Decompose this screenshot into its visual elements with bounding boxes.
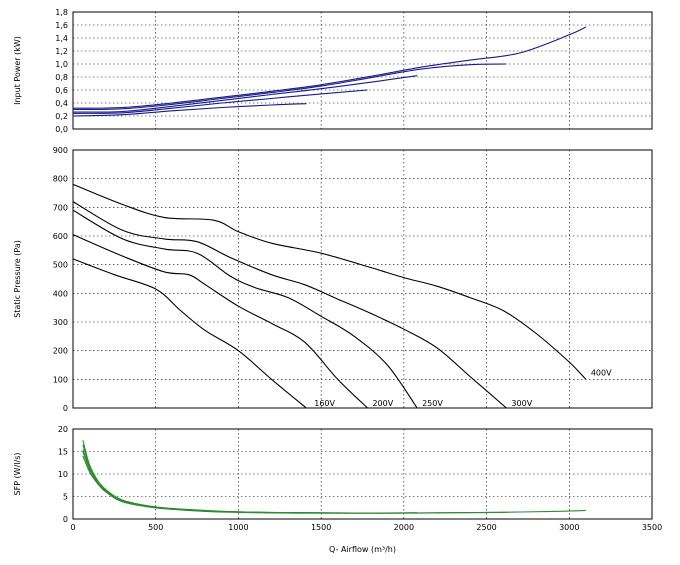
y-tick-label: 10: [58, 470, 68, 479]
series-line: [72, 201, 507, 409]
series-line: [72, 209, 418, 409]
y-tick-label: 600: [53, 232, 68, 241]
y-tick-label: 0,6: [55, 86, 68, 95]
series-label: 160V: [314, 399, 335, 408]
y-tick-label: 1,4: [55, 34, 68, 43]
y-tick-label: 0,8: [55, 73, 68, 82]
series-line: [82, 455, 586, 514]
y-tick-label: 200: [53, 347, 68, 356]
series-line: [72, 183, 587, 380]
series-line: [72, 75, 418, 113]
x-tick-label: 3500: [642, 523, 662, 532]
x-tick-label: 1500: [311, 523, 331, 532]
static-pressure-panel: 0 100 200 300 400 500 600 700 800 900 Static Press…: [13, 146, 653, 413]
series-label: 400V: [591, 368, 612, 377]
x-tick-label: 3000: [559, 523, 579, 532]
y-tick-label: 15: [58, 448, 68, 457]
series-line: [72, 89, 368, 114]
x-tick-label: 2000: [394, 523, 414, 532]
plot-frame: [72, 149, 653, 409]
y-axis-label: Input Power (kW): [13, 36, 22, 105]
series-line: [72, 103, 307, 117]
series-label: 300V: [511, 399, 532, 408]
y-tick-label: 20: [58, 425, 68, 434]
x-tick-label: 2500: [476, 523, 496, 532]
y-tick-label: 0: [63, 404, 68, 413]
y-tick-label: 0: [63, 515, 68, 524]
series-line: [82, 451, 507, 514]
y-tick-label: 1,0: [55, 60, 68, 69]
x-axis-label: Q- Airflow (m³/h): [329, 545, 396, 554]
y-tick-label: 1,2: [55, 47, 68, 56]
x-tick-label: 500: [148, 523, 163, 532]
y-tick-label: 1,6: [55, 21, 68, 30]
y-tick-label: 0,4: [55, 99, 68, 108]
y-tick-label: 800: [53, 175, 68, 184]
y-tick-label: 900: [53, 146, 68, 155]
series-line: [72, 258, 307, 409]
y-tick-label: 0,2: [55, 112, 68, 121]
x-tick-label: 1000: [228, 523, 248, 532]
plot-frame: [72, 428, 653, 520]
y-tick-label: 700: [53, 203, 68, 212]
series-line: [72, 63, 507, 111]
series-line: [82, 440, 307, 514]
input-power-panel: 0,0 0,2 0,4 0,6 0,8 1,0 1,2 1,4 1,6 1,8 Input Powe…: [13, 8, 653, 134]
sfp-panel: 0 5 10 15 20 0 500 1000 1500 2000 2500 3000 3500 SFP …: [13, 425, 662, 554]
y-axis-label: Static Pressure (Pa): [13, 240, 22, 318]
y-tick-label: 1,8: [55, 8, 68, 17]
plot-frame: [72, 11, 653, 130]
y-tick-label: 100: [53, 375, 68, 384]
series-line: [72, 234, 368, 409]
x-tick-label: 0: [70, 523, 75, 532]
y-tick-label: 0,0: [55, 125, 68, 134]
series-label: 200V: [372, 399, 393, 408]
y-tick-label: 400: [53, 289, 68, 298]
series-label: 250V: [422, 399, 443, 408]
y-tick-label: 300: [53, 318, 68, 327]
y-tick-label: 500: [53, 261, 68, 270]
series-line: [72, 26, 587, 109]
y-axis-label: SFP (W/l/s): [13, 453, 22, 496]
y-tick-label: 5: [63, 493, 68, 502]
